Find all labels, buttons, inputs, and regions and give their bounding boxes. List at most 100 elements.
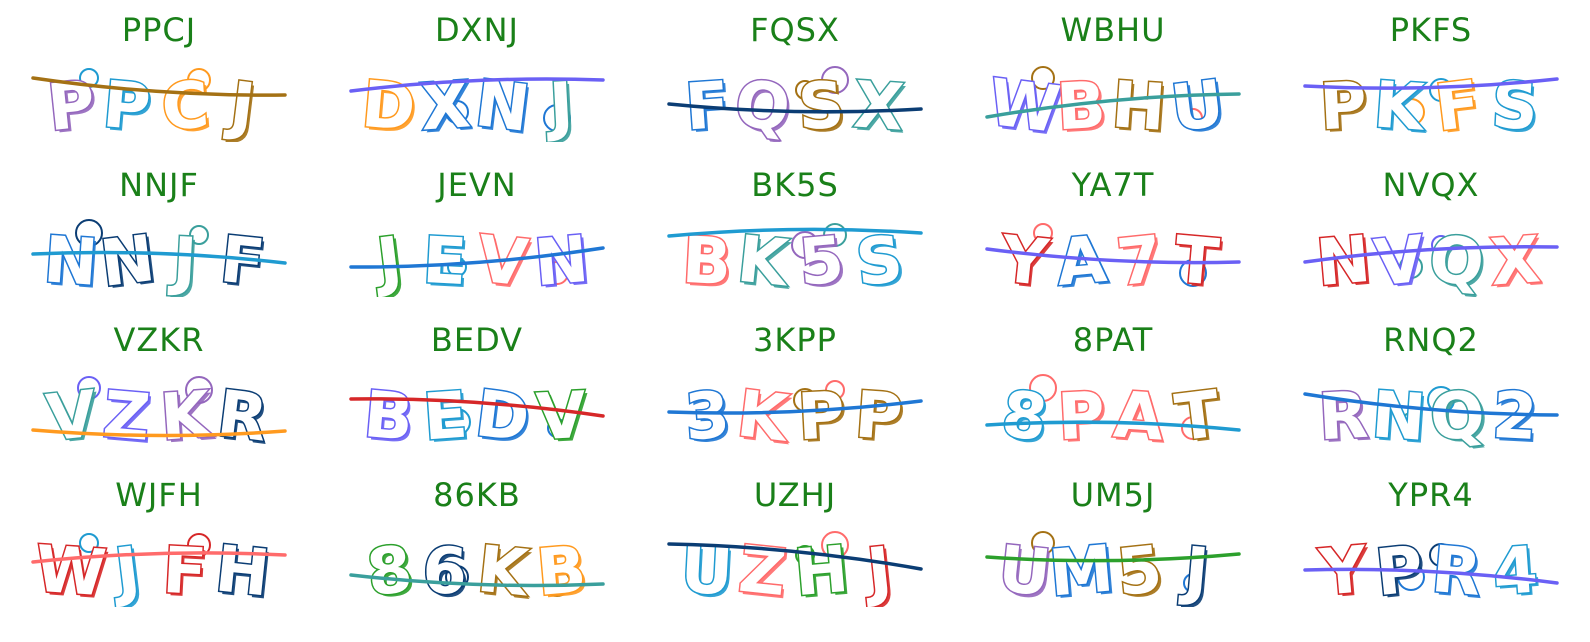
svg-text:H: H: [212, 532, 273, 607]
noise-circle: [187, 68, 211, 92]
noise-line: [985, 552, 1241, 563]
svg-text:C: C: [163, 71, 215, 142]
svg-text:8: 8: [363, 533, 416, 607]
svg-text:V: V: [1374, 225, 1431, 297]
captcha-image: WW JJ FF HH: [31, 531, 287, 607]
svg-text:B: B: [364, 381, 419, 452]
noise-circle: [1397, 563, 1425, 591]
captcha-tile: DXNJ D D X X N N J J: [318, 0, 636, 160]
svg-text:F: F: [1431, 68, 1483, 142]
noise-line: [667, 227, 923, 238]
captcha-label: UZHJ: [753, 476, 837, 514]
captcha-label: BK5S: [751, 166, 839, 204]
svg-text:P: P: [799, 382, 850, 452]
noise-circle: [77, 376, 101, 400]
captcha-label: NVQX: [1382, 166, 1480, 204]
captcha-label: VZKR: [113, 321, 205, 359]
svg-text:V: V: [43, 378, 100, 452]
svg-text:4: 4: [1491, 534, 1541, 607]
captcha-image: YY AA 77 TT: [985, 221, 1241, 297]
svg-text:K: K: [158, 378, 215, 452]
noise-circle: [547, 418, 567, 438]
svg-text:F: F: [161, 534, 209, 607]
captcha-image: BB KK 55 SS: [667, 221, 923, 297]
captcha-glyph: DD: [470, 376, 536, 452]
svg-text:8: 8: [366, 535, 419, 607]
svg-text:D: D: [474, 380, 536, 452]
svg-text:H: H: [1112, 71, 1171, 142]
captcha-glyph: 88: [362, 531, 420, 607]
svg-text:5: 5: [1114, 533, 1166, 607]
svg-text:R: R: [1320, 382, 1373, 452]
captcha-glyph: VV: [533, 377, 591, 452]
svg-text:N: N: [532, 223, 592, 297]
noise-circle: [1183, 108, 1203, 128]
svg-text:N: N: [1372, 381, 1431, 452]
captcha-label: DXNJ: [435, 11, 519, 49]
svg-text:X: X: [854, 72, 908, 142]
noise-circle: [1429, 78, 1453, 102]
svg-text:E: E: [424, 381, 473, 452]
captcha-glyph: SS: [795, 67, 850, 142]
svg-text:K: K: [736, 381, 797, 452]
captcha-glyph: VV: [42, 376, 104, 452]
svg-text:P: P: [853, 378, 905, 452]
captcha-glyph: KK: [472, 531, 536, 607]
captcha-glyph: XX: [1487, 222, 1546, 297]
noise-circle: [791, 231, 819, 259]
noise-circle: [1029, 374, 1057, 402]
svg-text:E: E: [421, 224, 469, 297]
captcha-glyph: FF: [1430, 66, 1487, 142]
captcha-glyph: WW: [983, 64, 1066, 142]
svg-text:P: P: [44, 68, 98, 142]
captcha-glyph: VV: [1370, 221, 1432, 297]
svg-text:Y: Y: [999, 226, 1054, 297]
svg-text:M: M: [1046, 532, 1116, 607]
captcha-glyph: BB: [532, 531, 592, 607]
captcha-image: 33 KK PP PP: [667, 376, 923, 452]
svg-text:K: K: [477, 536, 536, 607]
captcha-glyph: WW: [31, 531, 111, 607]
svg-text:S: S: [853, 223, 907, 297]
noise-circle: [1397, 98, 1425, 126]
noise-line: [985, 92, 1241, 119]
svg-text:B: B: [361, 378, 416, 452]
noise-line: [1303, 392, 1559, 417]
captcha-tile: RNQ2 R R N N Q Q 2 2: [1272, 310, 1590, 470]
svg-text:8: 8: [1000, 381, 1053, 452]
noise-line: [31, 428, 287, 438]
captcha-glyph: HH: [790, 531, 855, 607]
svg-text:Z: Z: [736, 533, 790, 607]
noise-circle: [75, 219, 103, 247]
svg-text:S: S: [799, 72, 849, 142]
svg-text:5: 5: [1117, 536, 1169, 607]
noise-line: [1303, 567, 1559, 585]
captcha-glyph: JJ: [368, 222, 409, 297]
captcha-glyph: ZZ: [734, 531, 792, 607]
svg-text:P: P: [1059, 382, 1110, 452]
captcha-tile: 3KPP 3 3 K K P P P P: [636, 310, 954, 470]
noise-circle: [825, 380, 845, 400]
captcha-label: PPCJ: [121, 11, 197, 49]
captcha-glyph: 44: [1489, 532, 1543, 607]
captcha-glyph: SS: [851, 221, 909, 297]
captcha-label: FQSX: [750, 11, 840, 49]
captcha-glyph: PP: [794, 377, 850, 452]
noise-line: [31, 250, 287, 265]
svg-text:S: S: [796, 69, 846, 142]
svg-text:X: X: [1491, 226, 1545, 297]
svg-text:B: B: [683, 227, 736, 297]
captcha-tile: PKFS P P K K F F S S: [1272, 0, 1590, 160]
captcha-tile: BK5S B B K K 5 5 S S: [636, 155, 954, 315]
noise-circle: [445, 565, 469, 589]
captcha-glyph: 88: [996, 376, 1053, 452]
noise-line: [667, 102, 923, 114]
captcha-image: NN VV QQ XX: [1303, 221, 1559, 297]
captcha-glyph: 33: [681, 377, 735, 452]
svg-text:2: 2: [1493, 382, 1541, 452]
captcha-image: 88 66 KK BB: [349, 531, 605, 607]
noise-circle: [823, 223, 847, 247]
captcha-label: 86KB: [433, 476, 521, 514]
captcha-glyph: NN: [40, 222, 103, 297]
captcha-label: WBHU: [1060, 11, 1166, 49]
